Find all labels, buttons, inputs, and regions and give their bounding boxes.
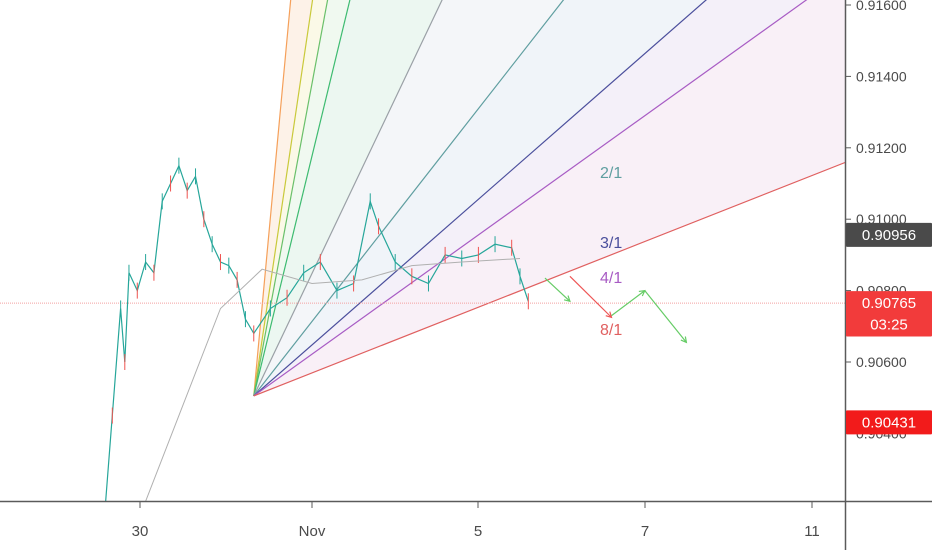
price-axis[interactable]: 0.916000.914000.912000.910000.908000.906… [845, 0, 907, 441]
fan-label-2-1: 2/1 [600, 165, 622, 182]
time-tick-label: 5 [474, 523, 482, 540]
price-tags: 0.90956 0.90765 03:25 0.90431 [846, 223, 932, 434]
price-tag-label: 0.90431 [862, 414, 916, 431]
projection-arrow [545, 278, 570, 301]
price-tick-label: 0.90600 [856, 354, 907, 370]
price-tick-label: 0.91600 [856, 0, 907, 13]
time-axis[interactable]: 30 Nov 5 7 11 [132, 502, 820, 540]
price-tag-label: 0.90765 [862, 295, 916, 312]
projection-arrow [645, 291, 687, 343]
time-tick-label: 30 [132, 523, 149, 540]
fan-label-4-1: 4/1 [600, 270, 622, 287]
time-tick-label: Nov [299, 523, 326, 540]
fan-label-8-1: 8/1 [600, 322, 622, 339]
price-tag-label: 03:25 [870, 317, 908, 334]
price-tick-label: 0.91200 [856, 140, 907, 156]
time-tick-label: 7 [641, 523, 649, 540]
price-tick-label: 0.91400 [856, 68, 907, 84]
time-tick-label: 11 [804, 523, 820, 540]
price-tag-label: 0.90956 [862, 227, 916, 244]
fan-label-3-1: 3/1 [600, 235, 622, 252]
